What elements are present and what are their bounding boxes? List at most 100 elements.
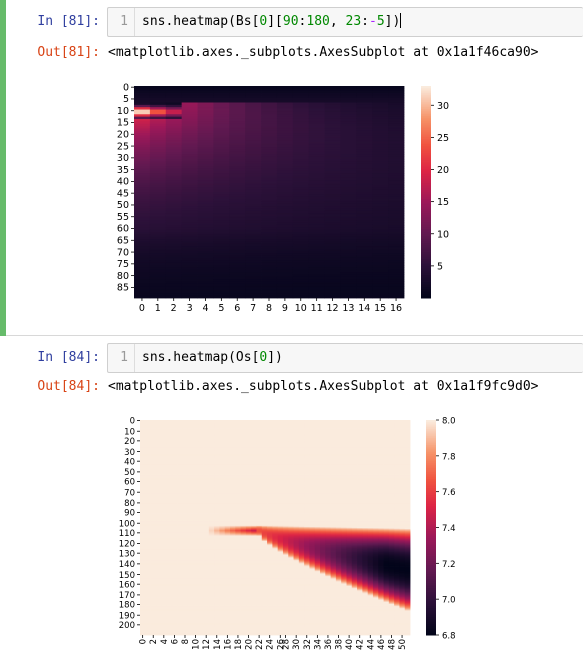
- heatmap-cell: [134, 201, 151, 205]
- heatmap-cell: [272, 464, 279, 467]
- heatmap-cell: [161, 422, 167, 424]
- heatmap-cell: [362, 446, 369, 449]
- heatmap-cell: [267, 425, 273, 427]
- heatmap-cell: [197, 224, 214, 228]
- heatmap-cell: [245, 239, 262, 242]
- heatmap-cell: [251, 454, 257, 456]
- heatmap-cell: [341, 461, 347, 464]
- heatmap-cell: [351, 485, 358, 487]
- heatmap-cell: [155, 443, 162, 445]
- heatmap-cell: [145, 482, 151, 484]
- heatmap-cell: [230, 468, 236, 470]
- heatmap-cell: [161, 476, 167, 479]
- heatmap-cell: [292, 159, 310, 162]
- heatmap-cell: [256, 436, 263, 438]
- heatmap-cell: [224, 423, 231, 425]
- code-line[interactable]: sns.heatmap(Bs[0][90:180, 23:-5]): [142, 13, 402, 29]
- heatmap-cell: [245, 126, 262, 129]
- heatmap-cell: [292, 257, 310, 261]
- x-tick-label: 10: [295, 303, 307, 314]
- heatmap-cell: [383, 431, 390, 434]
- heatmap-cell: [367, 431, 374, 434]
- heatmap-cell: [351, 439, 358, 441]
- heatmap-cell: [213, 154, 230, 158]
- heatmap-cell: [341, 479, 347, 482]
- heatmap-cell: [182, 427, 189, 429]
- heatmap-cell: [383, 441, 390, 443]
- heatmap-cell: [394, 436, 400, 438]
- heatmap-cell: [394, 438, 400, 440]
- heatmap-cell: [394, 437, 400, 439]
- notebook-cell-81[interactable]: In [81]: 1 sns.heatmap(Bs[0][90:180, 23:…: [0, 0, 583, 336]
- heatmap-cell: [267, 456, 273, 458]
- heatmap-cell: [166, 470, 173, 472]
- heatmap-cell: [182, 428, 189, 431]
- heatmap-cell: [298, 454, 305, 456]
- heatmap-cell: [261, 422, 268, 424]
- heatmap-cell: [230, 441, 236, 443]
- heatmap-cell: [309, 438, 316, 440]
- heatmap-cell: [340, 111, 357, 115]
- heatmap-cell: [330, 427, 337, 429]
- heatmap-cell: [198, 441, 204, 443]
- heatmap-cell: [388, 281, 405, 285]
- heatmap-cell: [140, 477, 146, 480]
- heatmap-cell: [177, 453, 183, 455]
- heatmap-cell: [240, 455, 247, 457]
- heatmap-cell: [282, 463, 289, 466]
- heatmap-cell: [261, 246, 278, 249]
- heatmap-cell: [171, 485, 178, 487]
- heatmap-cell: [308, 265, 325, 268]
- heatmap-cell: [324, 126, 341, 129]
- heatmap-cell: [288, 451, 294, 453]
- heatmap-cell: [320, 478, 326, 481]
- heatmap-cell: [208, 458, 215, 460]
- heatmap-cell: [293, 429, 300, 432]
- heatmap-cell: [240, 426, 247, 428]
- heatmap-cell: [356, 232, 373, 235]
- heatmap-cell: [404, 421, 411, 423]
- heatmap-cell: [203, 478, 210, 481]
- heatmap-cell: [245, 147, 262, 150]
- heatmap-cell: [288, 445, 294, 448]
- heatmap-cell: [367, 469, 374, 471]
- heatmap-cell: [372, 224, 389, 228]
- heatmap-cell: [181, 109, 198, 113]
- heatmap-cell: [261, 189, 278, 193]
- heatmap-cell: [351, 453, 358, 455]
- heatmap-cell: [261, 432, 268, 435]
- code-editor[interactable]: 1 sns.heatmap(Bs[0][90:180, 23:-5]): [107, 7, 583, 37]
- heatmap-cell: [282, 427, 289, 429]
- heatmap-cell: [399, 445, 406, 448]
- heatmap-cell: [208, 446, 215, 449]
- heatmap-cell: [145, 462, 151, 465]
- code-line[interactable]: sns.heatmap(Os[0]): [142, 350, 283, 365]
- heatmap-cell: [320, 453, 326, 455]
- heatmap-cell: [261, 444, 268, 447]
- heatmap-cell: [388, 468, 395, 470]
- heatmap-cell: [165, 220, 183, 224]
- heatmap-cell: [155, 421, 162, 423]
- heatmap-cell: [394, 464, 400, 467]
- heatmap-cell: [155, 467, 162, 469]
- heatmap-cell: [166, 425, 173, 427]
- heatmap-cell: [261, 203, 278, 207]
- heatmap-cell: [134, 130, 151, 134]
- heatmap-cell: [161, 471, 167, 473]
- heatmap-cell: [214, 452, 220, 454]
- heatmap-cell: [145, 476, 151, 479]
- heatmap-cell: [251, 431, 257, 434]
- heatmap-cell: [394, 449, 400, 452]
- heatmap-cell: [198, 470, 204, 472]
- heatmap-cell: [293, 424, 300, 426]
- heatmap-cell: [304, 487, 310, 489]
- heatmap-cell: [314, 468, 321, 470]
- heatmap-cell: [340, 121, 357, 125]
- notebook-cell-84[interactable]: In [84]: 1 sns.heatmap(Os[0]) Out[84]: <…: [0, 336, 583, 653]
- heatmap-cell: [203, 446, 210, 449]
- heatmap-cell: [277, 423, 284, 425]
- code-editor[interactable]: 1 sns.heatmap(Os[0]): [107, 343, 583, 373]
- heatmap-cell: [282, 468, 289, 470]
- heatmap-cell: [404, 430, 411, 433]
- heatmap-cell: [340, 241, 357, 245]
